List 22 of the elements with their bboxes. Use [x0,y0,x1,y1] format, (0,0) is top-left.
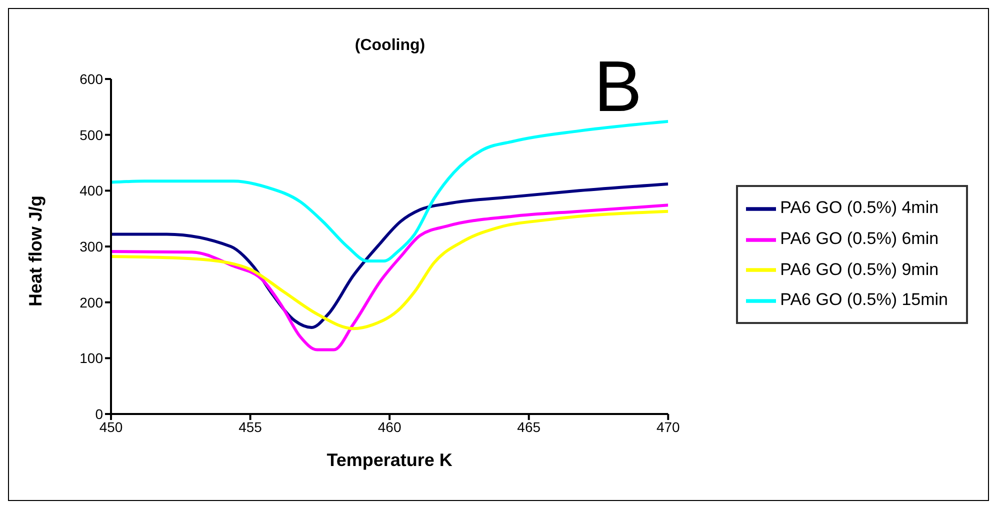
legend-label: PA6 GO (0.5%) 9min [780,260,939,278]
y-tick-label: 400 [80,182,104,199]
line-series [111,204,668,352]
y-tick-label: 100 [80,350,104,366]
x-tick-label: 465 [517,418,541,435]
x-tick-label: 470 [656,418,680,435]
x-tick-label: 455 [238,418,262,435]
y-tick-label: 200 [80,294,104,310]
legend-label: PA6 GO (0.5%) 4min [780,198,939,218]
y-tick-label: 300 [80,238,104,254]
y-tick-label: 500 [80,126,104,143]
line-series [111,120,668,263]
x-tick-label: 460 [378,418,402,435]
y-tick-label: 600 [80,70,104,87]
x-axis-title: Temperature K [326,450,452,470]
legend-label: PA6 GO (0.5%) 15min [780,290,948,310]
annotation: B [594,47,642,127]
line-series [111,210,668,330]
chart-title: (Cooling) [354,37,426,54]
y-axis-title: Heat flow J/g [25,195,46,306]
legend-label: PA6 GO (0.5%) 6min [780,228,939,248]
line-series [111,182,668,329]
